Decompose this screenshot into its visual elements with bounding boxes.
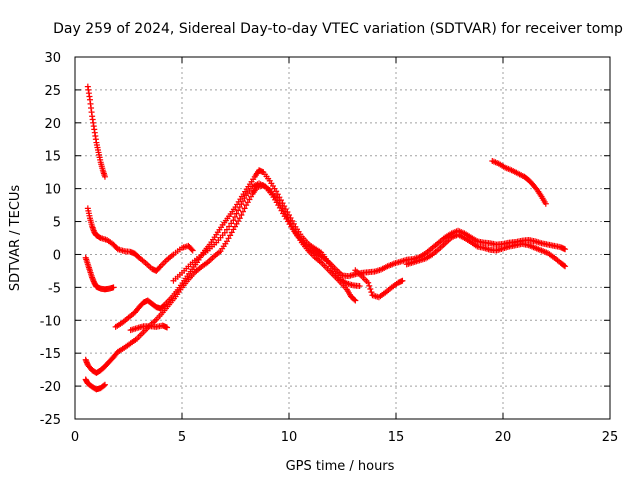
data-point (223, 226, 230, 233)
y-tick-label: -5 (48, 281, 61, 296)
data-point (188, 246, 195, 253)
data-point (241, 205, 248, 212)
data-point (238, 211, 245, 218)
x-tick-label: 10 (281, 430, 298, 445)
data-point (156, 264, 163, 271)
series-track-03 (82, 254, 117, 293)
x-tick-label: 5 (178, 430, 186, 445)
chart-title: Day 259 of 2024, Sidereal Day-to-day VTE… (53, 21, 623, 37)
y-tick-label: -25 (40, 413, 61, 428)
y-tick-label: 20 (44, 117, 61, 132)
x-tick-label: 0 (71, 430, 79, 445)
series-track-10 (403, 231, 569, 270)
data-point (562, 263, 569, 270)
data-point (542, 200, 549, 207)
data-point (352, 297, 359, 304)
y-tick-label: 5 (53, 216, 61, 231)
data-point (236, 215, 243, 222)
data-point (160, 302, 167, 309)
data-point (233, 210, 240, 217)
data-point (96, 234, 103, 241)
data-point (367, 286, 374, 293)
x-tick-label: 15 (388, 430, 405, 445)
data-point (366, 282, 373, 289)
data-markers (82, 83, 569, 393)
data-point (164, 324, 171, 331)
x-tick-label: 20 (495, 430, 512, 445)
data-point (228, 220, 235, 227)
data-point (226, 223, 233, 230)
series-track-02 (84, 205, 196, 274)
series-track-05 (82, 376, 108, 393)
series-track-09 (352, 267, 406, 301)
data-point (101, 381, 108, 388)
y-axis-label: SDTVAR / TECUs (8, 185, 23, 292)
data-point (235, 207, 242, 214)
data-point (560, 262, 567, 269)
series-track-07 (127, 322, 171, 334)
y-tick-label: 0 (53, 248, 61, 263)
data-point (365, 279, 372, 286)
data-point (562, 246, 569, 253)
y-tick-label: 25 (44, 84, 61, 99)
x-tick-label: 25 (602, 430, 619, 445)
y-tick-label: 30 (44, 51, 61, 66)
x-axis-label: GPS time / hours (286, 459, 395, 474)
data-point (368, 289, 375, 296)
grid (75, 57, 610, 419)
data-point (101, 173, 108, 180)
data-point (351, 296, 358, 303)
data-point (110, 284, 117, 291)
data-point (230, 217, 237, 224)
y-tick-label: -10 (40, 314, 61, 329)
series-track-11 (489, 157, 549, 207)
data-point (239, 208, 246, 215)
data-point (231, 213, 238, 220)
data-point (399, 277, 406, 284)
data-point (189, 247, 196, 254)
series-track-04 (82, 182, 359, 376)
plot-frame (74, 56, 611, 420)
y-tick-label: 15 (44, 150, 61, 165)
series-track-01 (84, 83, 108, 180)
y-tick-label: -20 (40, 380, 61, 395)
data-point (100, 382, 107, 389)
data-point (356, 283, 363, 290)
y-tick-label: 10 (44, 183, 61, 198)
y-tick-label: -15 (40, 347, 61, 362)
axis-ticks: 0 5 10 15 20 25 -25 -20 -15 -10 -5 0 5 10 15 20 25 30 (40, 51, 619, 445)
data-point (221, 229, 228, 236)
series-track-06 (112, 167, 363, 330)
